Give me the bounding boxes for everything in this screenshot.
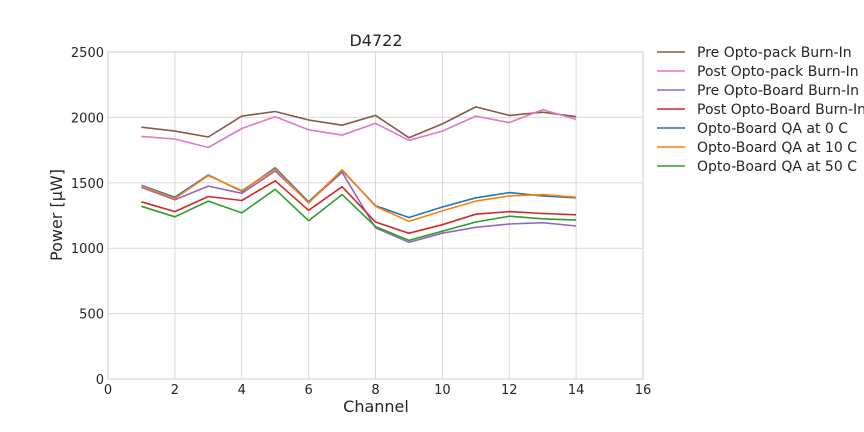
x-tick-label: 10 <box>434 383 451 398</box>
x-tick-label: 8 <box>371 383 379 398</box>
series-line-7 <box>141 188 577 242</box>
x-tick-label: 4 <box>238 383 246 398</box>
grid <box>107 51 644 380</box>
legend-entry-7: Opto-Board QA at 50 C <box>657 159 857 175</box>
legend-label: Post Opto-Board Burn-In <box>697 102 864 118</box>
x-tick-label: 2 <box>171 383 179 398</box>
legend-entry-2: Post Opto-pack Burn-In <box>657 64 859 80</box>
legend-entry-1: Pre Opto-pack Burn-In <box>657 45 852 61</box>
y-tick-label: 500 <box>79 308 104 323</box>
series-line-4 <box>141 180 577 234</box>
x-tick-label: 16 <box>635 383 652 398</box>
legend-label: Post Opto-pack Burn-In <box>697 64 859 80</box>
series-lines <box>141 106 577 244</box>
chart-title: D4722 <box>349 31 402 50</box>
y-tick-label: 1500 <box>71 177 104 192</box>
series-line-2 <box>141 108 577 149</box>
legend-label: Opto-Board QA at 10 C <box>697 140 857 156</box>
series-line-6 <box>141 168 577 223</box>
x-tick-label: 12 <box>501 383 518 398</box>
legend-entry-6: Opto-Board QA at 10 C <box>657 140 857 156</box>
legend: Pre Opto-pack Burn-In Post Opto-pack Burn… <box>657 45 864 175</box>
series-line-1 <box>141 106 577 139</box>
legend-label: Pre Opto-Board Burn-In <box>697 83 859 99</box>
y-axis-label: Power [μW] <box>47 169 66 261</box>
y-tick-label: 2000 <box>71 111 104 126</box>
legend-label: Opto-Board QA at 50 C <box>697 159 857 175</box>
y-tick-label: 1000 <box>71 242 104 257</box>
legend-entry-5: Opto-Board QA at 0 C <box>657 121 848 137</box>
x-tick-label: 14 <box>568 383 585 398</box>
x-tick-label: 6 <box>304 383 312 398</box>
legend-entry-3: Pre Opto-Board Burn-In <box>657 83 859 99</box>
legend-label: Opto-Board QA at 0 C <box>697 121 848 137</box>
x-tick-label: 0 <box>104 383 112 398</box>
y-tick-label: 2500 <box>71 46 104 61</box>
legend-label: Pre Opto-pack Burn-In <box>697 45 852 61</box>
x-axis-label: Channel <box>343 397 409 416</box>
legend-entry-4: Post Opto-Board Burn-In <box>657 102 864 118</box>
series-line-3 <box>141 170 577 244</box>
axes: 0 2 4 6 8 10 12 14 16 0 500 1000 1500 2000 2500 <box>71 46 651 398</box>
y-tick-label: 0 <box>96 373 104 388</box>
